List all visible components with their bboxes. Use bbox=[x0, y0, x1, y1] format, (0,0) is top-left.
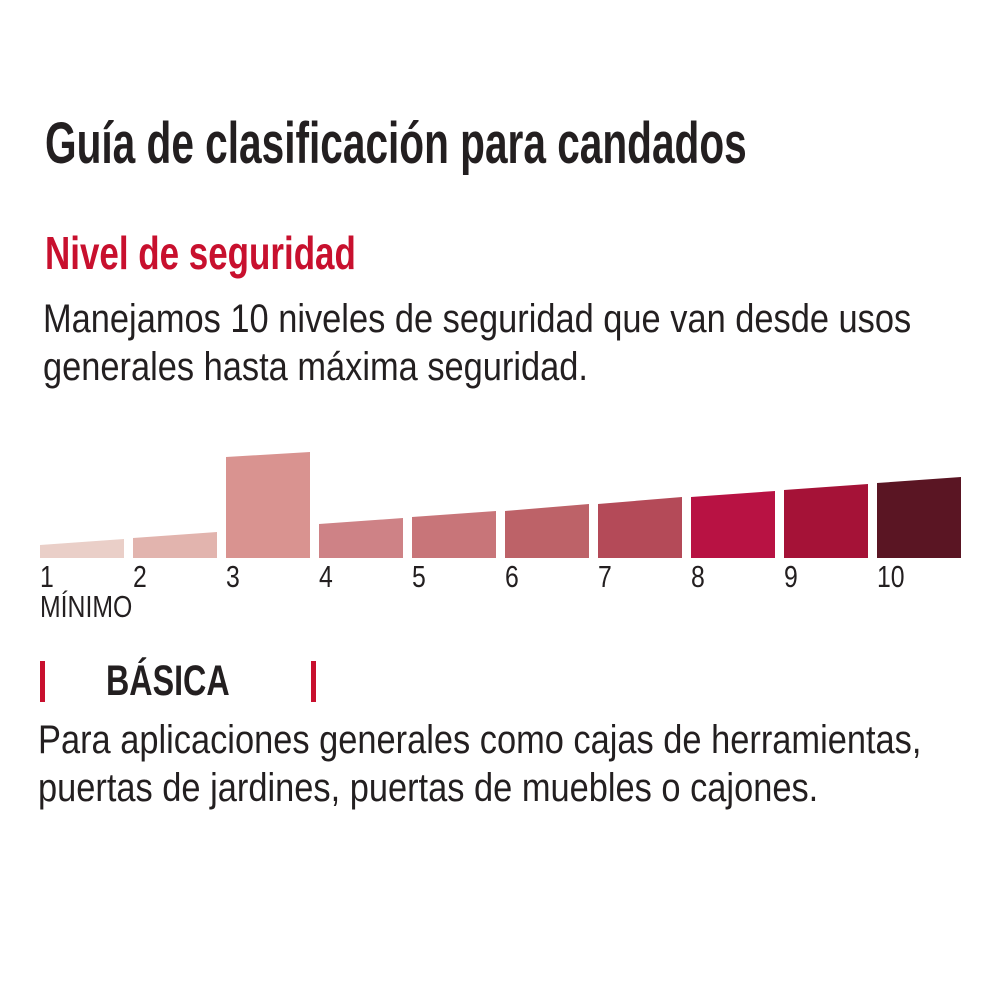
bar-level-8 bbox=[691, 491, 775, 558]
page-title: Guía de clasificación para candados bbox=[45, 112, 1000, 176]
x-tick-label-5: 5 bbox=[412, 559, 426, 594]
bar-level-4 bbox=[319, 518, 403, 558]
x-tick-label-3: 3 bbox=[226, 559, 240, 594]
bar-level-2 bbox=[133, 532, 217, 558]
right-accent-bar bbox=[311, 661, 316, 702]
page-title-text: Guía de clasificación para candados bbox=[45, 111, 747, 176]
x-tick-label-1: 1 bbox=[40, 559, 54, 594]
category-label-text: BÁSICA bbox=[106, 657, 230, 705]
security-level-chart-svg bbox=[40, 452, 961, 558]
x-tick-label-7: 7 bbox=[598, 559, 612, 594]
bar-level-1 bbox=[40, 539, 124, 558]
security-level-chart: 1 2 3 4 5 6 7 8 9 10 MÍNIMO bbox=[0, 430, 1000, 624]
bar-level-5 bbox=[412, 511, 496, 558]
security-level-heading: Nivel de seguridad bbox=[45, 228, 454, 279]
x-tick-label-2: 2 bbox=[133, 559, 147, 594]
x-tick-label-8: 8 bbox=[691, 559, 705, 594]
minimum-label: MÍNIMO bbox=[40, 589, 133, 624]
x-tick-label-9: 9 bbox=[784, 559, 798, 594]
bar-level-3 bbox=[226, 452, 310, 558]
category-description: Para aplicaciones generales como cajas d… bbox=[38, 718, 922, 810]
x-tick-label-10: 10 bbox=[877, 559, 905, 594]
x-tick-label-4: 4 bbox=[319, 559, 333, 594]
bar-level-9 bbox=[784, 484, 868, 558]
left-accent-bar bbox=[40, 661, 45, 702]
bar-level-7 bbox=[598, 497, 682, 558]
security-level-description: Manejamos 10 niveles de seguridad que va… bbox=[43, 297, 912, 389]
security-level-heading-text: Nivel de seguridad bbox=[45, 227, 356, 279]
bar-level-10 bbox=[877, 477, 961, 558]
category-label: BÁSICA bbox=[106, 658, 271, 704]
x-tick-label-6: 6 bbox=[505, 559, 519, 594]
bar-level-6 bbox=[505, 504, 589, 558]
